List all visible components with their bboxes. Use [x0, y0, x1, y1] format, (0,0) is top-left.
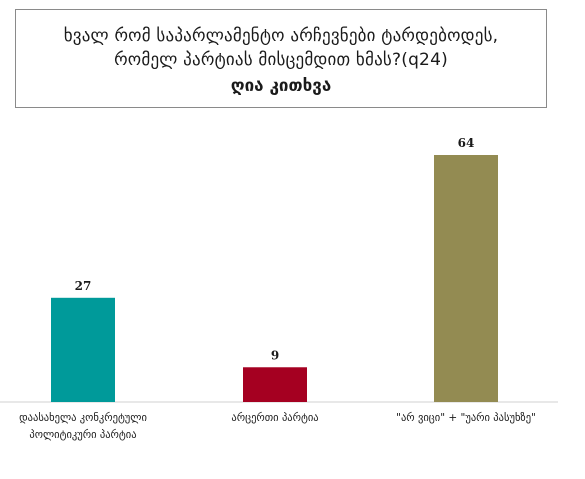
data-label-3: 64 — [458, 136, 475, 150]
data-label-1: 27 — [75, 279, 92, 293]
chart-subtitle: ღია კითხვა — [230, 76, 332, 96]
bar-2 — [243, 367, 307, 402]
category-label-1-line-1: დაასახელა კონკრეტული — [19, 412, 147, 424]
category-label-1: დაასახელა კონკრეტული პოლიტიკური პარტია — [0, 410, 178, 444]
chart-title-box: ხვალ რომ საპარლამენტო არჩევნები ტარდებოდ… — [15, 9, 547, 108]
category-label-2-line-1: არცერთი პარტია — [231, 412, 319, 424]
category-label-1-line-2: პოლიტიკური პარტია — [29, 429, 137, 441]
category-label-3-line-1: "არ ვიცი" + "უარი პასუხზე" — [396, 412, 536, 424]
category-label-2: არცერთი პარტია — [180, 410, 370, 427]
bar-3 — [434, 155, 498, 402]
chart-title-line-2: რომელ პარტიას მისცემდით ხმას?(q24) — [114, 50, 448, 70]
bar-1 — [51, 297, 115, 402]
chart-title-line-1: ხვალ რომ საპარლამენტო არჩევნები ტარდებოდ… — [63, 26, 499, 46]
category-label-3: "არ ვიცი" + "უარი პასუხზე" — [371, 410, 561, 427]
data-label-2: 9 — [271, 348, 279, 362]
